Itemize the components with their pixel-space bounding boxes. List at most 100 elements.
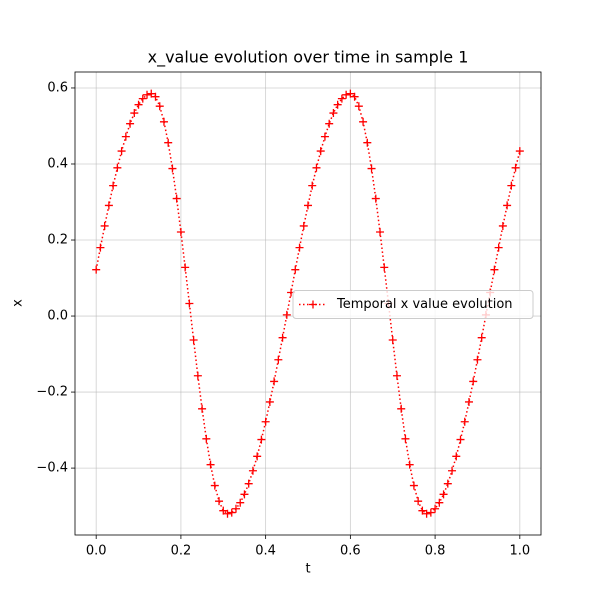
marker (202, 434, 211, 443)
marker (181, 263, 190, 272)
marker (185, 299, 194, 308)
marker (100, 221, 109, 230)
x-tick-label: 1.0 (509, 544, 530, 559)
marker (392, 371, 401, 380)
marker (236, 498, 245, 507)
x-tick-label: 0.0 (86, 544, 107, 559)
marker (359, 117, 368, 126)
x-tick-label: 0.8 (425, 544, 446, 559)
marker (350, 92, 359, 101)
marker (498, 221, 507, 230)
marker (126, 119, 135, 128)
marker (176, 228, 185, 237)
marker (117, 147, 126, 156)
marker (193, 371, 202, 380)
marker (346, 89, 355, 98)
marker (295, 243, 304, 252)
x-axis-label: t (305, 562, 310, 577)
x-tick-label: 0.6 (340, 544, 361, 559)
marker (371, 194, 380, 203)
marker (257, 435, 266, 444)
marker (278, 333, 287, 342)
marker (164, 138, 173, 147)
marker (104, 201, 113, 210)
marker (363, 138, 372, 147)
marker (168, 164, 177, 173)
marker (155, 102, 164, 111)
y-tick-label: −0.2 (36, 385, 68, 400)
marker (443, 479, 452, 488)
y-tick-label: −0.4 (36, 461, 68, 476)
marker (312, 163, 321, 172)
marker (206, 460, 215, 469)
marker (92, 265, 101, 274)
marker (325, 119, 334, 128)
marker (409, 481, 418, 490)
marker (270, 377, 279, 386)
marker (147, 89, 156, 98)
marker (248, 466, 257, 475)
marker (354, 102, 363, 111)
marker (367, 164, 376, 173)
marker (397, 404, 406, 413)
marker (231, 504, 240, 513)
marker (244, 479, 253, 488)
marker (503, 201, 512, 210)
marker (299, 221, 308, 230)
marker (469, 377, 478, 386)
y-tick-label: 0.4 (47, 156, 68, 171)
marker (159, 117, 168, 126)
marker (134, 100, 143, 109)
marker (274, 355, 283, 364)
chart-title: x_value evolution over time in sample 1 (148, 48, 469, 68)
marker (515, 147, 524, 156)
marker (452, 452, 461, 461)
marker (138, 94, 147, 103)
plot-frame (74, 71, 542, 536)
marker (320, 132, 329, 141)
marker (215, 497, 224, 506)
marker (189, 335, 198, 344)
marker (477, 333, 486, 342)
marker (418, 506, 427, 515)
marker (439, 490, 448, 499)
marker (219, 506, 228, 515)
marker (329, 109, 338, 118)
marker (198, 404, 207, 413)
marker (210, 481, 219, 490)
x-tick-label: 0.2 (171, 544, 192, 559)
marker (333, 100, 342, 109)
marker (511, 163, 520, 172)
marker (490, 265, 499, 274)
y-tick-label: 0.2 (47, 233, 68, 248)
y-tick-label: 0.6 (47, 80, 68, 95)
marker (422, 509, 431, 518)
marker (308, 181, 317, 190)
marker (121, 132, 130, 141)
marker (448, 466, 457, 475)
marker (380, 263, 389, 272)
marker (223, 509, 232, 518)
marker (388, 335, 397, 344)
marker (265, 397, 274, 406)
marker (261, 417, 270, 426)
marker (109, 181, 118, 190)
marker (130, 109, 139, 118)
marker (464, 397, 473, 406)
marker (426, 508, 435, 517)
marker (494, 243, 503, 252)
marker (316, 147, 325, 156)
y-tick-label: 0.0 (47, 309, 68, 324)
marker (143, 90, 152, 99)
marker (304, 201, 312, 210)
marker (113, 163, 122, 172)
legend-marker (309, 300, 317, 309)
marker (253, 452, 262, 461)
x-tick-label: 0.4 (255, 544, 276, 559)
marker (435, 498, 444, 507)
legend: Temporal x value evolution (292, 290, 534, 319)
marker (376, 228, 385, 237)
marker (227, 508, 236, 517)
marker (414, 497, 423, 506)
marker (151, 92, 160, 101)
